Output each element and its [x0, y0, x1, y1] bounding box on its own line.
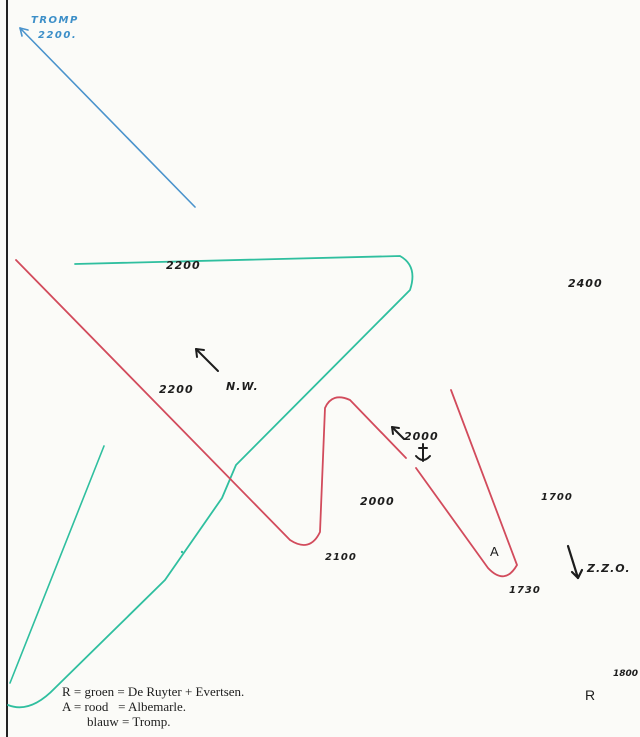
red-track-east: [415, 389, 518, 578]
blue-track-tromp: [19, 27, 196, 208]
map-dot: [180, 550, 184, 554]
legend-row-red: A = rood = Albemarle.: [62, 699, 187, 714]
time-1800-label: 1800: [613, 669, 639, 679]
time-2100-label: 2100: [325, 552, 357, 563]
red-track-main: [15, 259, 407, 546]
arrow-zzo-icon: [566, 544, 584, 580]
marker-a-label: A: [490, 544, 500, 559]
time-2000-center-label: 2000: [360, 495, 395, 508]
red-time-2200-label: 2200: [159, 383, 194, 396]
marker-r-label: R: [585, 687, 597, 703]
time-1730-label: 1730: [509, 585, 541, 596]
left-border: [6, 0, 8, 737]
anchor-icon: [415, 443, 431, 462]
direction-nw-label: N.W.: [226, 380, 259, 393]
green-time-2200-label: 2200: [166, 259, 201, 272]
arrow-tromp-icon: [19, 27, 29, 37]
arrow-anchor-icon: [391, 426, 405, 440]
time-1700-label: 1700: [541, 492, 573, 503]
arrow-nw-icon: [195, 348, 219, 372]
time-2400-label: 2400: [568, 277, 603, 290]
tromp-time-label: 2200.: [38, 30, 78, 41]
legend-row-green: R = groen = De Ruyter + Evertsen.: [62, 684, 245, 699]
legend-row-blue: blauw = Tromp.: [87, 714, 171, 729]
tromp-name-label: TROMP: [31, 15, 79, 26]
green-track-short: [9, 445, 105, 684]
green-track-main: [7, 255, 414, 709]
time-2000-anchor-label: 2000: [404, 430, 439, 443]
direction-zzo-label: Z.Z.O.: [587, 562, 631, 575]
map-legend: R = groen = De Ruyter + Evertsen. A = ro…: [62, 684, 244, 729]
